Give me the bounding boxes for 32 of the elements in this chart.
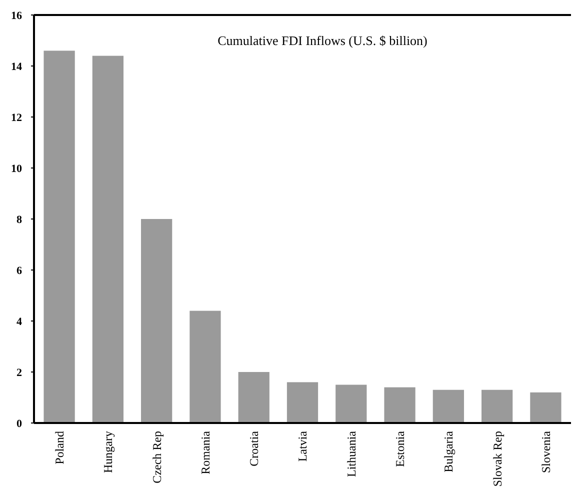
x-tick-label: Lithuania: [344, 430, 358, 477]
x-tick-label: Czech Rep: [150, 431, 164, 484]
bar: [44, 50, 75, 423]
y-tick-label: 16: [11, 10, 22, 22]
y-tick-label: 8: [16, 214, 22, 226]
bar: [432, 390, 464, 423]
x-tick-label: Slovak Rep: [490, 431, 504, 487]
bar: [384, 387, 416, 423]
text: Cumulative FDI Inflows (U.S. $ billion): [218, 33, 428, 48]
x-tick-label: Estonia: [392, 430, 407, 467]
y-tick-label: 10: [11, 162, 22, 175]
y-tick-label: 12: [11, 112, 22, 124]
x-tick-label: Bulgaria: [442, 430, 456, 472]
bar: [141, 219, 172, 423]
x-tick-label: Slovenia: [538, 430, 553, 473]
x-tick-label: Latvia: [296, 430, 310, 462]
y-tick-label: 0: [16, 418, 22, 430]
y-tick-label: 2: [16, 366, 22, 379]
x-tick-label: Croatia: [247, 430, 262, 466]
x-tick-label: Poland: [52, 431, 66, 464]
bar: [482, 390, 513, 423]
y-tick-label: 4: [16, 316, 22, 328]
bar: [286, 382, 318, 423]
x-tick-label: Hungary: [101, 431, 116, 473]
bar: [238, 372, 270, 423]
y-tick-label: 6: [16, 264, 22, 277]
x-tick-label: Romania: [198, 430, 212, 474]
bar: [336, 384, 367, 423]
bar: [190, 310, 221, 423]
y-tick-label: 14: [11, 60, 22, 73]
bar: [530, 392, 562, 423]
bar: [92, 56, 124, 423]
